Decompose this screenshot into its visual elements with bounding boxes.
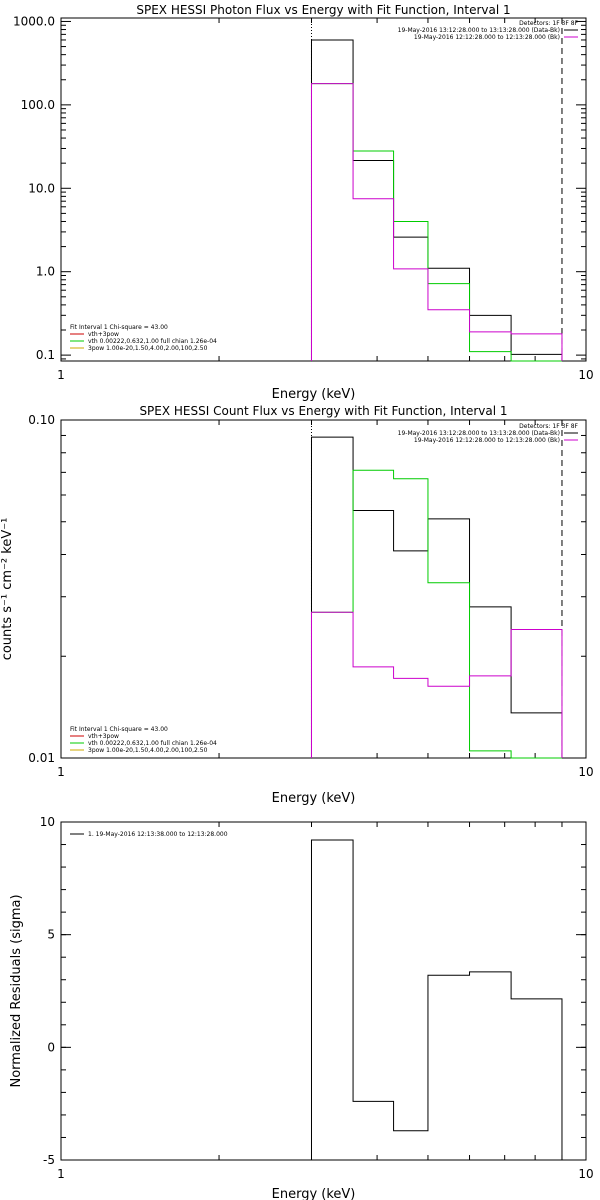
plot-frame xyxy=(60,17,587,362)
legend-header: Fit Interval 1 Chi-square = 43.00 xyxy=(70,726,168,733)
y-tick-label: 5 xyxy=(47,928,55,942)
legend-entry-label: 1. 19-May-2016 12:13:38.000 to 12:13:28.… xyxy=(88,831,228,838)
legend-entry-label: vth+3pow xyxy=(88,733,119,740)
y-tick-label: 0.01 xyxy=(28,751,55,765)
x-axis-label: Energy (keV) xyxy=(272,1187,356,1200)
y-tick-label: 0.1 xyxy=(36,348,55,362)
chart-count: 1 10 0.01 0.10 SPEX HESSI Count Flux vs Ener… xyxy=(0,404,594,806)
legend-header: Detectors: 1F 3F 8F xyxy=(519,423,578,430)
series-1-histogram xyxy=(310,83,562,362)
series-0-histogram xyxy=(310,39,563,361)
chart-photon: 1 10 0.1 1.0 10.0 100.0 1000.0 SPEX HESSI Photo… xyxy=(13,3,594,402)
y-axis-label: counts s⁻¹ cm⁻² keV⁻¹ xyxy=(0,518,15,661)
x-tick-label: 1 xyxy=(57,765,65,779)
y-axis-label: Normalized Residuals (sigma) xyxy=(9,894,24,1087)
series-0-histogram xyxy=(310,436,563,758)
x-axis-label: Energy (keV) xyxy=(272,791,356,806)
chart-title: SPEX HESSI Count Flux vs Energy with Fit… xyxy=(139,404,507,418)
plot-frame xyxy=(60,419,587,759)
legend-left: Fit Interval 1 Chi-square = 43.00vth+3po… xyxy=(70,726,217,754)
series-2-histogram xyxy=(310,611,563,758)
legend-entry-label: 19-May-2016 13:12:28.000 to 13:13:28.000… xyxy=(398,430,560,437)
legend-left: Fit Interval 1 Chi-square = 43.00vth+3po… xyxy=(70,324,217,352)
legend-header: Fit Interval 1 Chi-square = 43.00 xyxy=(70,324,168,331)
legend-entry-label: vth 0.00222,0.632,1.00 full chian 1.26e-… xyxy=(88,338,217,345)
y-tick-label: 0 xyxy=(47,1040,55,1054)
x-axis-label: Energy (keV) xyxy=(272,387,356,402)
x-tick-label: 1 xyxy=(57,1167,65,1181)
y-tick-label: -5 xyxy=(43,1153,55,1167)
y-tick-label: 1000.0 xyxy=(13,14,55,28)
legend-entry-label: 3pow 1.00e-20,1.50,4.00,2.00,100,2.50 xyxy=(88,345,208,352)
legend-entry-label: 19-May-2016 13:12:28.000 to 13:13:28.000… xyxy=(398,27,560,34)
y-tick-label: 100.0 xyxy=(21,98,55,112)
chart-title: SPEX HESSI Photon Flux vs Energy with Fi… xyxy=(136,3,510,17)
series-2-histogram xyxy=(310,83,563,361)
x-tick-label: 10 xyxy=(578,368,593,382)
legend-header: Detectors: 1F 3F 8F xyxy=(519,20,578,27)
x-tick-label: 10 xyxy=(578,1167,593,1181)
y-tick-label: 10 xyxy=(40,815,55,829)
x-tick-label: 1 xyxy=(57,368,65,382)
legend-entry-label: 19-May-2016 12:12:28.000 to 12:13:28.000… xyxy=(414,34,560,41)
series-0-histogram xyxy=(310,839,563,1160)
series-1-histogram xyxy=(310,469,562,759)
legend-entry-label: 3pow 1.00e-20,1.50,4.00,2.00,100,2.50 xyxy=(88,747,208,754)
legend-left: 1. 19-May-2016 12:13:38.000 to 12:13:28.… xyxy=(70,831,228,838)
y-tick-label: 0.10 xyxy=(28,413,55,427)
legend-entry-label: vth+3pow xyxy=(88,331,119,338)
y-tick-label: 1.0 xyxy=(36,265,55,279)
x-tick-label: 10 xyxy=(578,765,593,779)
chart-resid: 1 10 -5 0 5 10 Energy (keV) Normalized Residual… xyxy=(9,815,594,1200)
legend-entry-label: 19-May-2016 12:12:28.000 to 12:13:28.000… xyxy=(414,437,560,444)
plot-frame xyxy=(60,821,587,1161)
y-tick-label: 10.0 xyxy=(28,181,55,195)
legend-entry-label: vth 0.00222,0.632,1.00 full chian 1.26e-… xyxy=(88,740,217,747)
